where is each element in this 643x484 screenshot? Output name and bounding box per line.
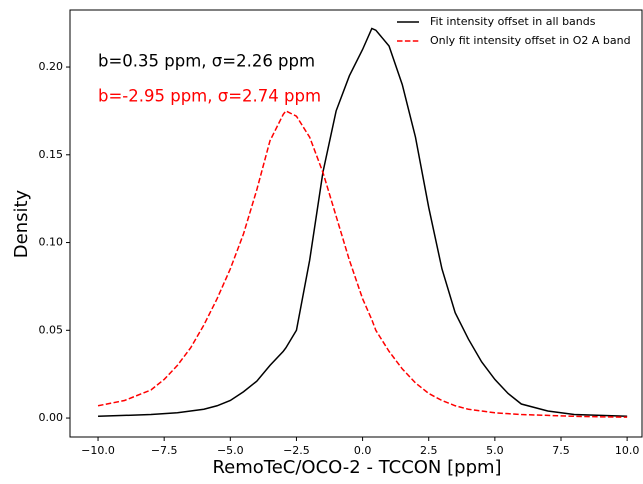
x-tick-label: −7.5 — [151, 444, 178, 457]
x-tick-label: 2.5 — [420, 444, 438, 457]
y-tick-label: 0.10 — [39, 236, 64, 249]
annotation: b=-2.95 ppm, σ=2.74 ppm — [98, 87, 321, 106]
annotation: b=0.35 ppm, σ=2.26 ppm — [98, 52, 315, 71]
y-axis-label: Density — [11, 189, 32, 258]
x-axis-label: RemoTeC/OCO-2 - TCCON [ppm] — [212, 457, 501, 478]
x-tick-label: 0.0 — [354, 444, 372, 457]
data-line — [98, 27, 628, 418]
x-tick-label: 5.0 — [486, 444, 504, 457]
y-tick-label: 0.00 — [39, 411, 64, 424]
x-tick-label: −10.0 — [81, 444, 115, 457]
x-tick-label: 10.0 — [615, 444, 640, 457]
x-tick-label: 7.5 — [552, 444, 570, 457]
x-tick-label: −2.5 — [283, 444, 310, 457]
y-tick-label: 0.20 — [39, 60, 64, 73]
plot-frame — [69, 9, 643, 438]
y-tick-label: 0.15 — [39, 148, 64, 161]
legend-label: Fit intensity offset in all bands — [430, 15, 596, 28]
y-tick-label: 0.05 — [39, 323, 64, 336]
data-line — [97, 109, 628, 418]
legend-label: Only fit intensity offset in O2 A band — [430, 34, 631, 47]
x-tick-label: −5.0 — [217, 444, 244, 457]
